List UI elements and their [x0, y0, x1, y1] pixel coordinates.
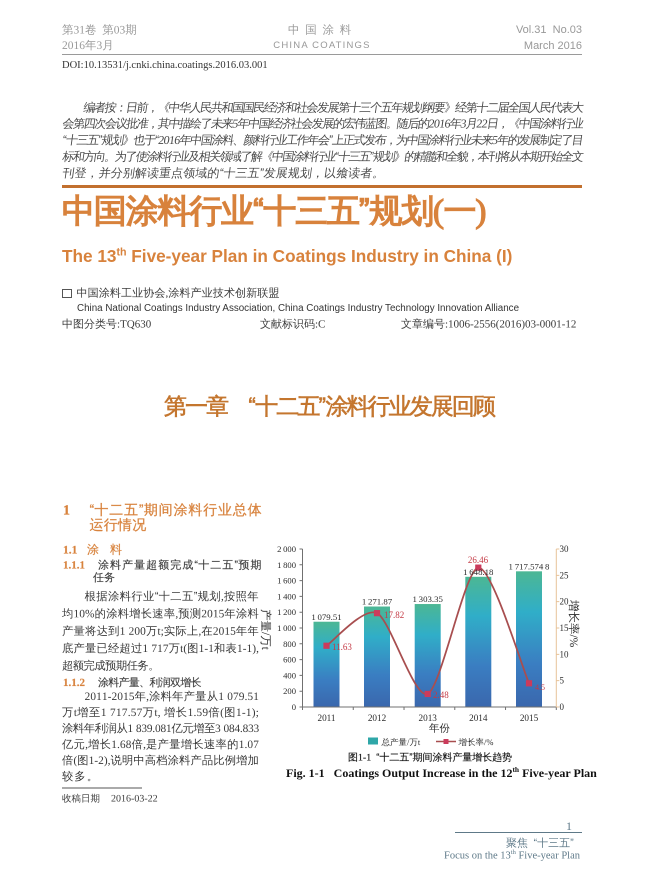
svg-text:1 600: 1 600	[277, 576, 296, 586]
svg-text:20: 20	[560, 597, 570, 607]
svg-text:11.63: 11.63	[332, 642, 352, 652]
svg-text:1 079.51: 1 079.51	[311, 612, 341, 622]
svg-text:1 271.87: 1 271.87	[362, 597, 393, 607]
svg-text:26.46: 26.46	[468, 555, 489, 565]
svg-text:2.48: 2.48	[433, 690, 449, 700]
svg-text:1 200: 1 200	[277, 607, 296, 617]
svg-text:2011: 2011	[317, 713, 335, 723]
svg-text:1 303.35: 1 303.35	[413, 594, 444, 604]
svg-text:800: 800	[283, 639, 296, 649]
svg-text:5: 5	[560, 676, 565, 686]
svg-text:30: 30	[560, 544, 570, 554]
svg-text:17.82: 17.82	[384, 610, 404, 620]
svg-text:0: 0	[560, 702, 565, 712]
svg-text:2014: 2014	[469, 713, 488, 723]
svg-text:1 717.574 8: 1 717.574 8	[509, 562, 551, 572]
svg-text:200: 200	[283, 686, 296, 696]
svg-text:1 800: 1 800	[277, 560, 296, 570]
svg-text:2 000: 2 000	[277, 544, 296, 554]
svg-text:600: 600	[283, 655, 296, 665]
svg-text:25: 25	[560, 570, 570, 580]
svg-text:10: 10	[560, 649, 570, 659]
svg-text:0: 0	[292, 702, 296, 712]
svg-text:1 000: 1 000	[277, 623, 296, 633]
svg-text:2012: 2012	[368, 713, 387, 723]
svg-text:15: 15	[560, 623, 570, 633]
svg-text:400: 400	[283, 670, 296, 680]
svg-text:1 648.18: 1 648.18	[463, 567, 494, 577]
svg-text:2015: 2015	[520, 713, 539, 723]
svg-text:2013: 2013	[419, 713, 438, 723]
svg-text:1 400: 1 400	[277, 591, 296, 601]
svg-text:4.5: 4.5	[535, 683, 545, 692]
